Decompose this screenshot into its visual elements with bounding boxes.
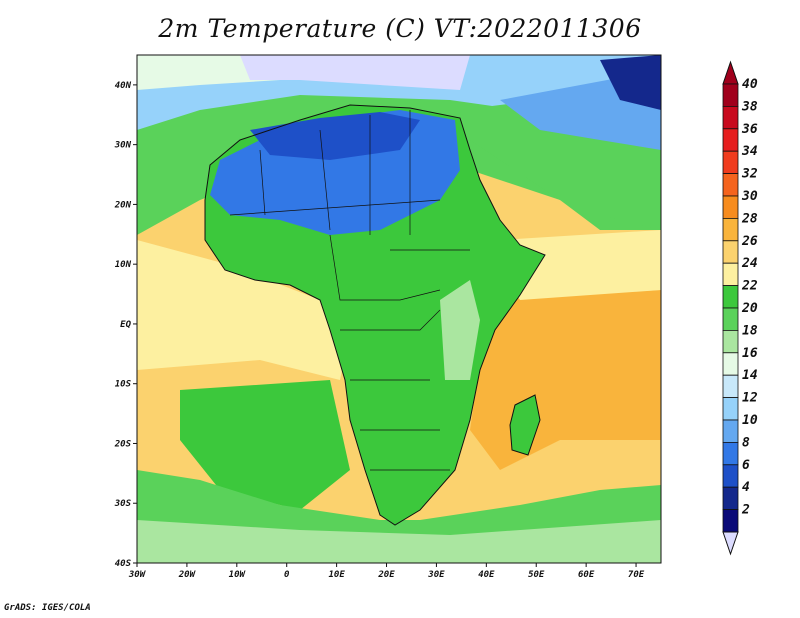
- y-tick-label: 10S: [115, 380, 132, 390]
- x-tick-label: 40E: [478, 570, 495, 580]
- colorbar-swatch: [722, 240, 739, 264]
- colorbar-swatch: [722, 195, 739, 219]
- x-tick-label: 30W: [128, 570, 147, 580]
- africa-coastline: [204, 104, 546, 526]
- y-tick-label: 20N: [114, 200, 132, 210]
- colorbar-swatch: [722, 173, 739, 197]
- x-tick-label: 70E: [628, 570, 645, 580]
- colorbar-swatch: [722, 441, 739, 466]
- colorbar-label: 2: [741, 503, 750, 518]
- europe-frozen: [240, 55, 470, 90]
- colorbar-swatch: [722, 106, 739, 130]
- colorbar-label: 18: [742, 323, 758, 338]
- tropical-atlantic: [137, 240, 350, 380]
- x-tick-label: 20E: [377, 570, 395, 580]
- colorbar-swatch: [722, 217, 739, 242]
- colorbar-label: 8: [742, 435, 750, 450]
- x-tick-label: 30E: [427, 570, 445, 580]
- colorbar-swatch: [722, 397, 739, 421]
- arabian-sea: [500, 230, 661, 300]
- colorbar-under-arrow: [722, 531, 739, 556]
- x-tick-label: 10W: [229, 570, 247, 580]
- y-tick-label: 40S: [115, 559, 132, 569]
- colorbar-label: 6: [742, 458, 750, 473]
- colorbar-swatch: [722, 329, 739, 354]
- country-borders: [229, 110, 470, 471]
- y-tick-label: 30S: [114, 499, 132, 509]
- temperature-field: [137, 55, 661, 563]
- colorbar-label: 30: [741, 189, 758, 204]
- x-tick-label: 0: [284, 570, 290, 580]
- colorbar-label: 40: [742, 77, 758, 92]
- colorbar-label: 24: [741, 256, 758, 271]
- madagascar: [509, 394, 541, 456]
- y-tick-label: 30N: [114, 141, 132, 151]
- colorbar-swatch: [722, 374, 739, 399]
- colorbar-label: 38: [741, 99, 758, 114]
- colorbar-swatch: [722, 419, 739, 443]
- colorbar-over-arrow: [722, 60, 739, 85]
- y-axis: 40N 30N 20N 10N EQ 10S 20S 30S 40S: [114, 81, 137, 569]
- colorbar-swatch: [722, 307, 739, 331]
- colorbar-swatch: [722, 464, 739, 488]
- colorbar-label: 14: [742, 368, 758, 383]
- colorbar-label: 4: [742, 480, 750, 495]
- colorbar-swatch: [722, 150, 739, 174]
- y-tick-label: EQ: [120, 320, 131, 330]
- x-tick-label: 60E: [578, 570, 595, 580]
- colorbar-label: 36: [741, 122, 758, 137]
- colorbar-swatch: [722, 486, 739, 511]
- colorbar-label: 20: [741, 301, 758, 316]
- x-axis: 30W 20W 10W 0 10E 20E 30E 40E 50E 60E 70E: [128, 563, 645, 580]
- colorbar-swatch: [722, 83, 739, 107]
- colorbar: 40 38 36 34 32 30 28 26 24 22 20 18 16 14 12 10 8 6 4 2: [722, 60, 758, 556]
- x-tick-label: 10E: [328, 570, 345, 580]
- x-tick-label: 20W: [178, 570, 197, 580]
- x-tick-label: 50E: [528, 570, 545, 580]
- colorbar-label: 16: [742, 346, 758, 361]
- colorbar-label: 22: [741, 279, 758, 294]
- sahara-cold-core: [250, 112, 420, 160]
- south-atlantic-pool: [180, 380, 350, 510]
- colorbar-label: 26: [741, 234, 758, 249]
- colorbar-label: 32: [741, 167, 758, 182]
- y-tick-label: 10N: [115, 260, 132, 270]
- y-tick-label: 20S: [114, 439, 132, 449]
- plot-frame: [136, 54, 662, 564]
- central-asia-cold: [600, 55, 661, 110]
- grads-credit: GrADS: IGES/COLA: [4, 603, 91, 613]
- colorbar-swatch: [722, 262, 739, 287]
- colorbar-label: 10: [742, 413, 758, 428]
- y-tick-label: 40N: [115, 81, 132, 91]
- colorbar-label: 34: [741, 144, 758, 159]
- southern-ocean-cool: [137, 520, 661, 563]
- colorbar-swatch: [722, 128, 739, 152]
- colorbar-label: 28: [741, 211, 758, 226]
- colorbar-swatch: [722, 352, 739, 376]
- colorbar-swatch: [722, 509, 739, 533]
- colorbar-label: 12: [742, 391, 758, 406]
- map-title: 2m Temperature (C) VT:2022011306: [158, 14, 642, 43]
- colorbar-swatch: [722, 285, 739, 309]
- east-africa-highlands: [440, 280, 480, 380]
